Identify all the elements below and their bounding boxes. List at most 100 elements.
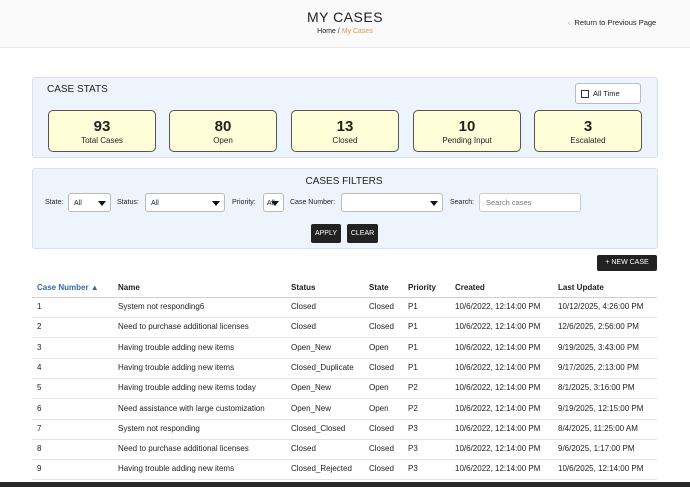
stat-card: 93 Total Cases: [48, 110, 156, 152]
search-input[interactable]: Search cases: [479, 193, 581, 212]
case-number-label: Case Number:: [290, 199, 336, 206]
status-select[interactable]: All: [145, 193, 225, 212]
table-cell: P1: [408, 322, 418, 332]
table-cell: 10/6/2022, 12:14:00 PM: [455, 302, 541, 311]
table-cell: Closed_Rejected: [291, 464, 352, 474]
table-cell: P3: [408, 444, 418, 454]
table-cell: 10/6/2025, 12:14:00 PM: [558, 464, 644, 474]
table-cell: Open: [369, 403, 389, 413]
filters-title: CASES FILTERS: [305, 176, 383, 187]
table-cell: Open: [369, 342, 389, 352]
row-divider: [32, 317, 657, 318]
column-header[interactable]: Priority: [408, 283, 437, 292]
stat-card: 10 Pending Input: [413, 110, 521, 152]
table-cell[interactable]: 9: [37, 464, 42, 474]
table-cell: 9/17/2025, 2:13:00 PM: [558, 362, 639, 372]
breadcrumb-home[interactable]: Home: [317, 28, 336, 35]
stat-value: 10: [458, 118, 476, 135]
stat-card: 80 Open: [169, 110, 277, 152]
table-cell: 10/6/2022, 12:14:00 PM: [455, 444, 541, 454]
status-label: Status:: [117, 199, 139, 206]
row-divider: [32, 459, 657, 461]
back-icon: ‹: [568, 18, 571, 27]
priority-select[interactable]: All: [263, 193, 284, 212]
row-divider: [32, 418, 657, 420]
column-header[interactable]: Created: [455, 283, 485, 292]
search-label: Search:: [450, 199, 475, 206]
table-cell: 10/6/2022, 12:14:00 PM: [455, 464, 541, 474]
table-cell: 9/19/2025, 3:43:00 PM: [558, 342, 639, 352]
page-title: MY CASES: [306, 9, 384, 25]
table-cell: 9/19/2025, 12:15:00 PM: [558, 403, 644, 413]
table-cell: Need to purchase additional licenses: [118, 322, 249, 332]
table-cell: Closed: [291, 302, 316, 311]
table-cell: Closed: [369, 444, 394, 454]
column-header[interactable]: Name: [118, 283, 140, 292]
apply-button[interactable]: APPLY: [311, 224, 341, 243]
table-cell: Closed: [369, 322, 394, 332]
table-cell[interactable]: 6: [37, 403, 42, 413]
table-cell: P2: [408, 383, 418, 393]
state-label: State:: [45, 199, 64, 206]
table-cell[interactable]: 1: [37, 302, 42, 311]
table-cell[interactable]: 2: [37, 322, 42, 332]
stat-card: 13 Closed: [291, 110, 399, 152]
bottom-bar: [0, 482, 690, 487]
column-header[interactable]: Case Number ▲: [37, 283, 99, 292]
table-cell: Having trouble adding new items: [118, 342, 235, 352]
table-cell: Open_New: [291, 403, 332, 413]
range-select[interactable]: All Time: [575, 83, 641, 104]
back-text: Return to Previous Page: [574, 18, 657, 27]
stat-value: 93: [93, 118, 111, 135]
table-cell: Open_New: [291, 383, 332, 393]
stat-value: 80: [214, 118, 232, 135]
table-cell: 10/12/2025, 4:26:00 PM: [558, 302, 644, 311]
table-cell: Closed_Duplicate: [291, 362, 354, 372]
table-cell: 8/4/2025, 11:25:00 AM: [558, 423, 638, 433]
table-cell: P1: [408, 302, 418, 311]
row-divider: [32, 337, 657, 339]
table-cell: Open_New: [291, 342, 332, 352]
priority-label: Priority:: [232, 199, 256, 206]
column-header[interactable]: Last Update: [558, 283, 604, 292]
table-cell: 10/6/2022, 12:14:00 PM: [455, 362, 541, 372]
row-divider: [32, 438, 657, 440]
breadcrumb-current: My Cases: [341, 28, 373, 35]
table-cell[interactable]: 3: [37, 342, 42, 352]
column-header[interactable]: Status: [291, 283, 316, 292]
stats-title: CASE STATS: [47, 84, 108, 95]
new-case-button[interactable]: + NEW CASE: [597, 255, 657, 271]
clear-button[interactable]: CLEAR: [347, 224, 378, 243]
column-header[interactable]: State: [369, 283, 389, 292]
table-cell: Having trouble adding new items: [118, 464, 235, 474]
table-cell: Need to purchase additional licenses: [118, 444, 249, 454]
table-cell: System not responding: [118, 423, 200, 433]
table-cell: P2: [408, 403, 418, 413]
table-cell: P3: [408, 423, 418, 433]
stat-label: Escalated: [570, 136, 606, 145]
table-cell[interactable]: 8: [37, 444, 42, 454]
table-cell: Need assistance with large customization: [118, 403, 265, 413]
table-cell: 10/6/2022, 12:14:00 PM: [455, 423, 541, 433]
table-cell: Having trouble adding new items today: [118, 383, 256, 393]
row-divider: [32, 479, 657, 481]
case-number-input[interactable]: [341, 193, 443, 212]
table-cell[interactable]: 5: [37, 383, 42, 393]
table-cell: 9/6/2025, 1:17:00 PM: [558, 444, 635, 454]
state-select[interactable]: All: [68, 193, 111, 212]
table-cell: 10/6/2022, 12:14:00 PM: [455, 403, 541, 413]
row-divider: [32, 398, 657, 400]
table-cell: 12/6/2025, 2:56:00 PM: [558, 322, 639, 332]
table-cell[interactable]: 7: [37, 423, 42, 433]
back-link[interactable]: ‹ Return to Previous Page: [568, 18, 656, 27]
stat-value: 3: [583, 118, 593, 135]
stat-card: 3 Escalated: [534, 110, 642, 152]
breadcrumb: Home / My Cases: [0, 28, 690, 35]
table-cell[interactable]: 4: [37, 362, 42, 372]
stat-label: Open: [213, 136, 233, 145]
breadcrumb-separator: /: [337, 28, 340, 35]
table-cell: 10/6/2022, 12:14:00 PM: [455, 383, 541, 393]
table-cell: P1: [408, 342, 418, 352]
table-cell: System not responding6: [118, 302, 205, 311]
